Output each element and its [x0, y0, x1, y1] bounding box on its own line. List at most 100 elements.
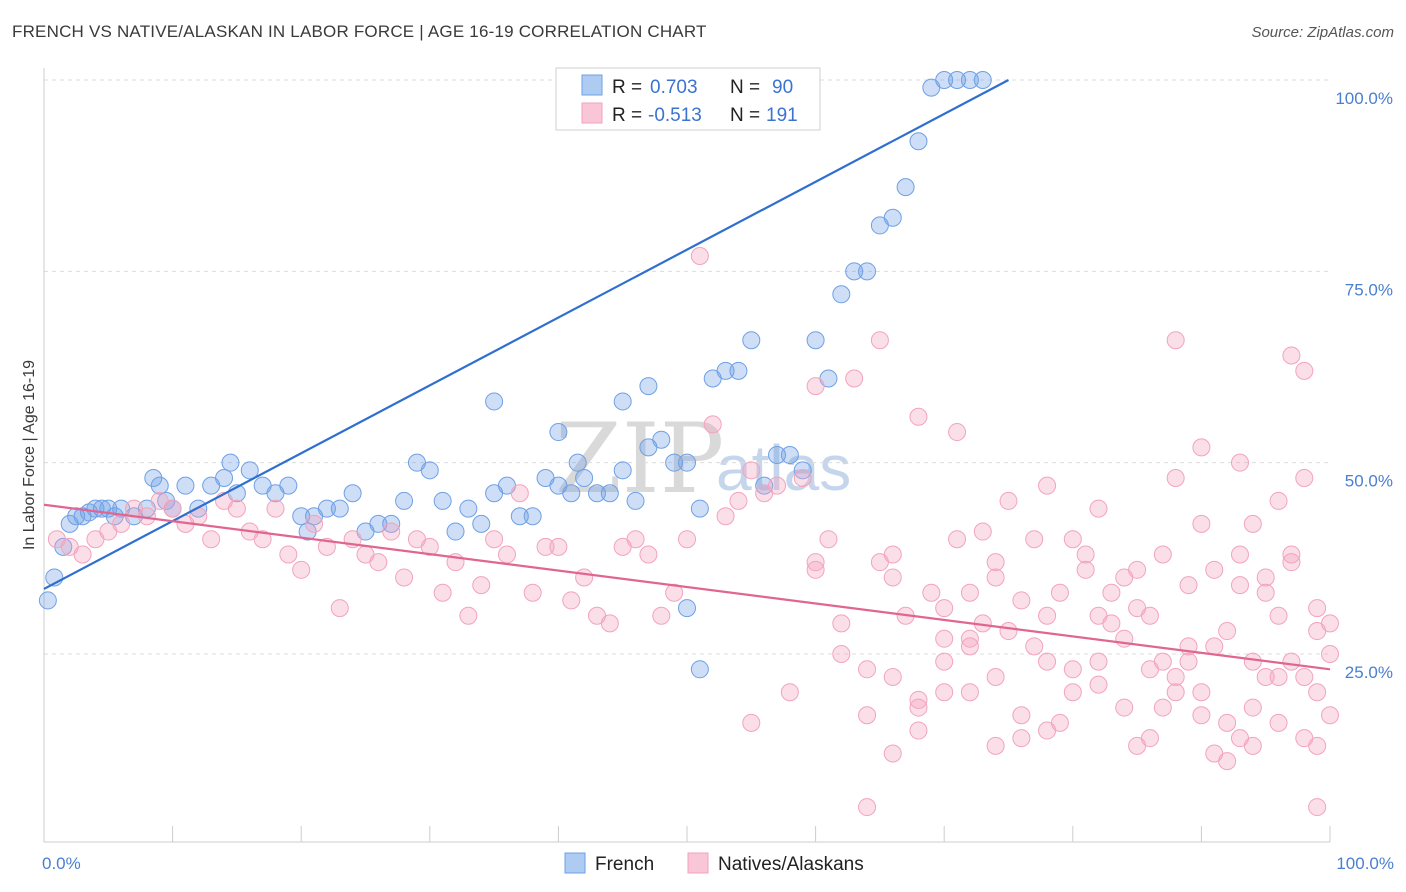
- french-point: [780, 446, 799, 465]
- french-point: [626, 491, 645, 510]
- natives-point: [742, 461, 761, 480]
- natives-point: [1063, 683, 1082, 702]
- natives-point: [729, 491, 748, 510]
- natives-point: [1012, 729, 1031, 748]
- natives-point: [999, 622, 1018, 641]
- natives-point: [1230, 576, 1249, 595]
- natives-point: [1063, 660, 1082, 679]
- french-point: [343, 484, 362, 503]
- natives-point: [562, 591, 581, 610]
- natives-point: [858, 706, 877, 725]
- natives-point: [1166, 331, 1185, 350]
- natives-point: [986, 553, 1005, 572]
- natives-point: [1140, 606, 1159, 625]
- natives-point: [1166, 468, 1185, 487]
- natives-point: [1295, 468, 1314, 487]
- natives-point: [1308, 798, 1327, 817]
- natives-point: [395, 568, 414, 587]
- natives-point: [986, 736, 1005, 755]
- legend: R = 0.703 N = 90 R = -0.513 N = 191: [555, 67, 821, 131]
- natives-point: [665, 583, 684, 602]
- natives-point: [472, 576, 491, 595]
- natives-point: [806, 553, 825, 572]
- natives-point: [909, 698, 928, 717]
- natives-point: [1256, 583, 1275, 602]
- natives-point: [523, 583, 542, 602]
- french-point: [755, 476, 774, 495]
- french-point: [665, 453, 684, 472]
- natives-point: [1166, 683, 1185, 702]
- natives-point: [948, 423, 967, 442]
- natives-point: [266, 499, 285, 518]
- legend-n-value-french: 90: [772, 77, 793, 98]
- x-ticks: [43, 826, 1331, 842]
- natives-point: [485, 530, 504, 549]
- natives-point: [1089, 652, 1108, 671]
- natives-point: [1230, 545, 1249, 564]
- french-point: [678, 599, 696, 618]
- natives-point: [626, 530, 645, 549]
- natives-point: [986, 667, 1005, 686]
- natives-point: [1295, 361, 1314, 380]
- natives-point: [1102, 583, 1121, 602]
- natives-point: [806, 377, 825, 396]
- french-point: [446, 522, 465, 541]
- french-point: [613, 461, 632, 480]
- french-point: [742, 331, 761, 350]
- french-point: [806, 331, 825, 350]
- french-point: [973, 71, 992, 89]
- french-point: [105, 507, 124, 526]
- natives-point: [1192, 514, 1211, 533]
- natives-point: [652, 606, 671, 625]
- natives-point: [1128, 736, 1147, 755]
- french-point: [960, 71, 979, 89]
- natives-point: [73, 545, 92, 564]
- natives-point: [536, 537, 555, 556]
- french-point: [472, 514, 491, 533]
- natives-point: [948, 530, 967, 549]
- natives-point: [935, 599, 954, 618]
- trend-lines: [43, 79, 1331, 671]
- y-tick-label-25: 25.0%: [1345, 663, 1393, 682]
- natives-point: [639, 545, 658, 564]
- y-tick-label-50: 50.0%: [1345, 472, 1393, 491]
- natives-point: [1166, 667, 1185, 686]
- natives-point: [832, 614, 851, 633]
- natives-point: [960, 629, 979, 648]
- natives-point: [678, 530, 696, 549]
- french-point: [510, 507, 529, 526]
- french-point: [395, 491, 414, 510]
- natives-point: [883, 667, 902, 686]
- french-point: [716, 361, 735, 380]
- legend-r-label-french: R =: [612, 77, 642, 98]
- natives-point: [575, 568, 594, 587]
- natives-point: [1153, 545, 1172, 564]
- natives-point: [1269, 667, 1288, 686]
- natives-point: [369, 553, 388, 572]
- french-point: [690, 499, 709, 518]
- natives-point: [1295, 667, 1314, 686]
- natives-point: [960, 637, 979, 656]
- french-point: [793, 461, 812, 480]
- natives-point: [1230, 453, 1249, 472]
- french-point: [768, 446, 787, 465]
- natives-point: [999, 491, 1018, 510]
- natives-point: [1308, 599, 1327, 618]
- french-point: [485, 392, 504, 411]
- french-point: [652, 430, 671, 449]
- x-tick-label-max: 100.0%: [1336, 854, 1394, 873]
- french-point: [896, 178, 915, 197]
- watermark: ZIP atlas: [555, 403, 851, 515]
- french-point: [909, 132, 928, 151]
- french-point: [157, 491, 176, 510]
- natives-point: [600, 614, 619, 633]
- natives-point: [1089, 499, 1108, 518]
- natives-point: [330, 599, 349, 618]
- natives-point: [909, 721, 928, 740]
- natives-point: [202, 530, 221, 549]
- natives-point: [909, 690, 928, 709]
- natives-point: [690, 247, 709, 266]
- bottom-legend-label-natives: Natives/Alaskans: [718, 854, 864, 875]
- natives-point: [1115, 698, 1134, 717]
